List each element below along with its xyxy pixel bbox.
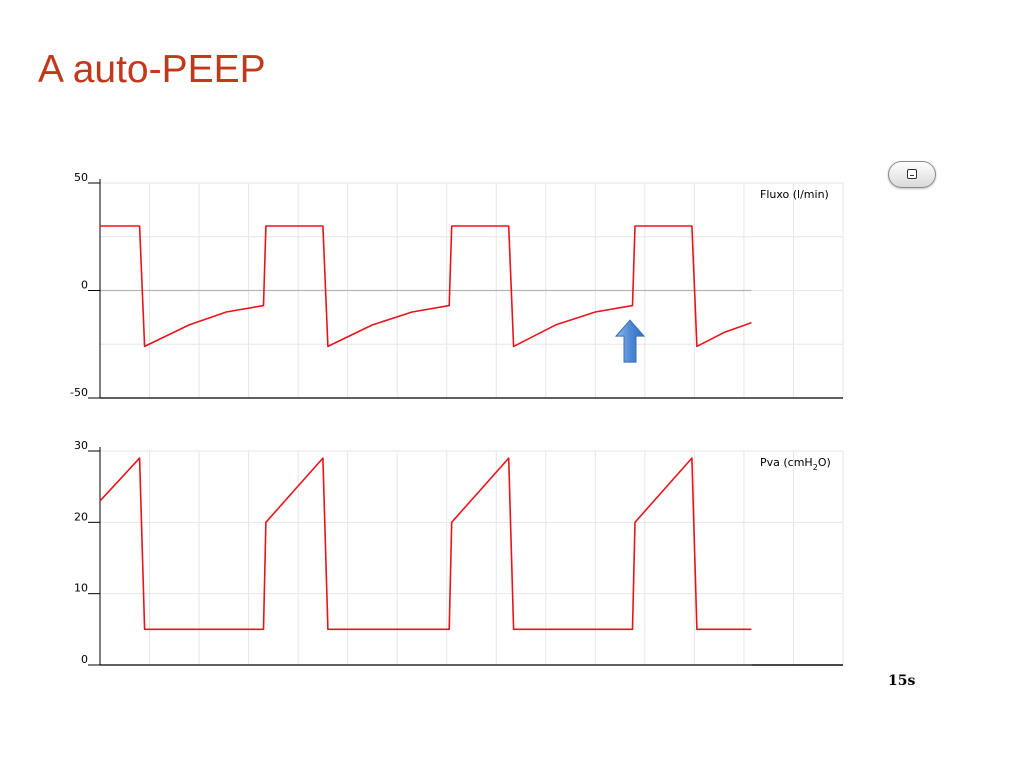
flow-tick-label: -50	[70, 386, 88, 399]
flow-tick-label: 0	[81, 279, 88, 292]
arrow-annotation	[614, 319, 646, 363]
press-tick-label: 0	[81, 653, 88, 666]
pressure-grid	[100, 450, 844, 666]
time-scale-label: 15s	[888, 673, 915, 689]
flow-y-ticks: 50 0 -50	[70, 171, 100, 399]
minimize-button[interactable]	[888, 161, 936, 188]
flow-tick-label: 50	[74, 171, 88, 184]
slide-title: A auto-PEEP	[38, 48, 266, 91]
press-tick-label: 30	[74, 439, 88, 452]
flow-axis-label: Fluxo (l/min)	[760, 188, 829, 201]
minimize-icon	[907, 169, 917, 179]
flow-series-line	[100, 225, 752, 348]
pressure-axis-label: Pva (cmH2O)	[760, 456, 831, 472]
flow-chart: 50 0 -50 Fluxo (l/min)	[70, 171, 844, 399]
time-scale: 15s	[752, 664, 915, 689]
pressure-label-main: Pva (cmH	[760, 456, 813, 469]
pressure-label-subscript: 2	[813, 463, 818, 472]
pressure-y-ticks: 30 20 10 0	[74, 439, 100, 666]
pressure-series-line	[99, 457, 752, 631]
pressure-chart: 30 20 10 0 Pva (cmH2O)	[74, 439, 844, 666]
press-tick-label: 10	[74, 582, 88, 595]
up-arrow-icon	[614, 319, 646, 363]
press-tick-label: 20	[74, 510, 88, 523]
pressure-label-end: O)	[818, 456, 831, 469]
